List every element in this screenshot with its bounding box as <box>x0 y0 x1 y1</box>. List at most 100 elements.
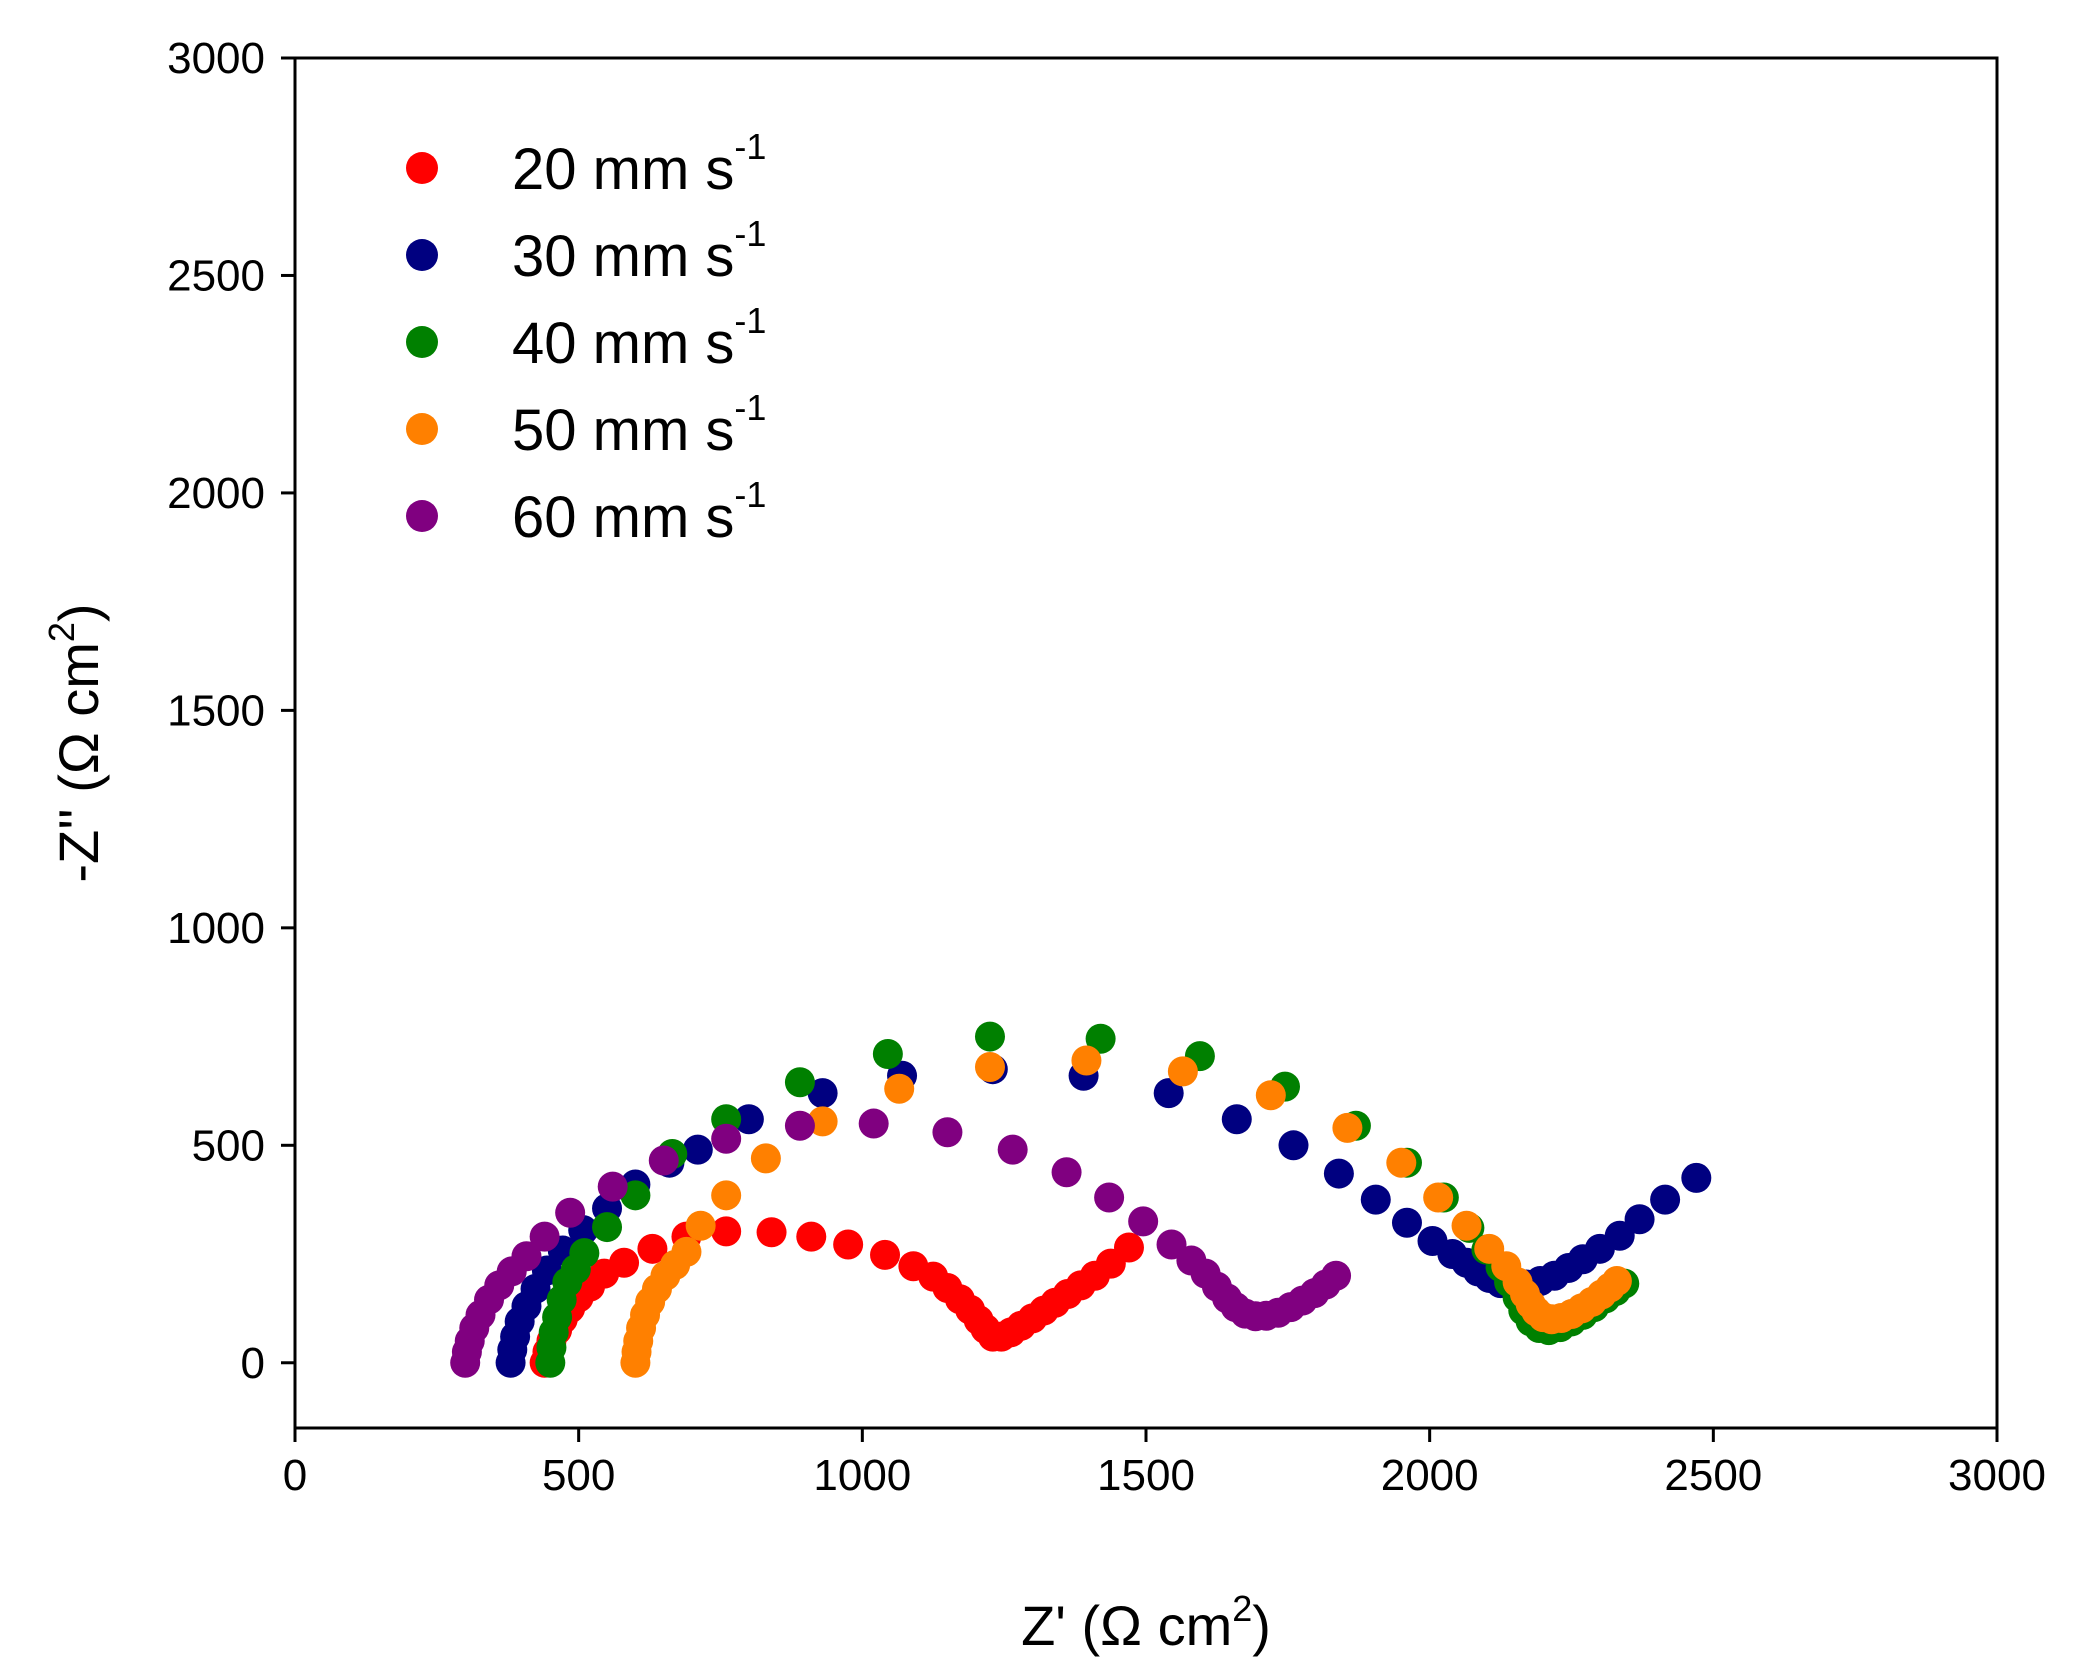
y-axis-title-main: -Z'' (Ω cm <box>47 642 110 883</box>
data-point <box>1094 1182 1125 1213</box>
series-4 <box>450 1108 1352 1378</box>
data-point <box>858 1108 889 1139</box>
y-axis-title-sup: 2 <box>41 622 82 642</box>
x-axis-title: Z' (Ω cm2) <box>1021 1588 1271 1657</box>
legend-label: 30 mm s-1 <box>512 213 766 289</box>
data-point <box>671 1236 702 1267</box>
data-point <box>620 1180 651 1211</box>
legend-label-sup: -1 <box>734 387 766 428</box>
data-point <box>733 1104 764 1135</box>
legend-marker <box>406 326 438 358</box>
x-tick-label: 500 <box>542 1451 615 1500</box>
x-axis-title-end: ) <box>1252 1594 1271 1657</box>
data-point <box>884 1073 915 1104</box>
legend-marker <box>406 152 438 184</box>
x-tick-label: 2500 <box>1664 1451 1762 1500</box>
y-tick-label: 1500 <box>167 686 265 735</box>
data-point <box>685 1210 716 1241</box>
legend-label-main: 20 mm s <box>512 137 734 202</box>
data-point <box>1391 1207 1422 1238</box>
legend-label-main: 50 mm s <box>512 398 734 463</box>
x-tick-label: 0 <box>283 1451 307 1500</box>
legend-label-sup: -1 <box>734 474 766 515</box>
data-point <box>1321 1260 1352 1291</box>
data-point <box>807 1078 838 1109</box>
data-point <box>597 1171 628 1202</box>
data-point <box>870 1239 901 1270</box>
data-point <box>932 1117 963 1148</box>
data-point <box>711 1180 742 1211</box>
data-point <box>637 1233 668 1264</box>
data-point <box>1451 1210 1482 1241</box>
legend-label-sup: -1 <box>734 300 766 341</box>
data-point <box>974 1052 1005 1083</box>
y-tick-label: 2000 <box>167 469 265 518</box>
y-axis-title-end: ) <box>47 603 110 622</box>
legend-label: 20 mm s-1 <box>512 126 766 202</box>
data-point <box>1156 1229 1187 1260</box>
legend-label-main: 30 mm s <box>512 224 734 289</box>
data-point <box>592 1212 623 1243</box>
legend-marker <box>406 500 438 532</box>
data-point <box>569 1238 600 1269</box>
y-tick-label: 2500 <box>167 251 265 300</box>
data-point <box>756 1217 787 1248</box>
data-point <box>1221 1104 1252 1135</box>
data-point <box>1650 1184 1681 1215</box>
data-point <box>1601 1265 1632 1296</box>
data-point <box>1604 1220 1635 1251</box>
data-point <box>1423 1182 1454 1213</box>
data-point <box>1153 1078 1184 1109</box>
legend-label-main: 40 mm s <box>512 311 734 376</box>
data-point <box>555 1197 586 1228</box>
x-tick-label: 2000 <box>1381 1451 1479 1500</box>
data-point <box>1255 1080 1286 1111</box>
legend-label: 60 mm s-1 <box>512 474 766 550</box>
data-point <box>784 1110 815 1141</box>
legend-label: 50 mm s-1 <box>512 387 766 463</box>
data-point <box>1051 1157 1082 1188</box>
series-3 <box>620 1045 1632 1378</box>
x-tick-label: 1000 <box>813 1451 911 1500</box>
data-points <box>450 1021 1712 1378</box>
data-point <box>872 1038 903 1069</box>
legend-label-main: 60 mm s <box>512 485 734 550</box>
data-point <box>1113 1232 1144 1263</box>
y-tick-label: 1000 <box>167 904 265 953</box>
x-axis-title-sup: 2 <box>1232 1588 1252 1629</box>
data-point <box>529 1221 560 1252</box>
data-point <box>1167 1056 1198 1087</box>
data-point <box>648 1145 679 1176</box>
data-point <box>750 1143 781 1174</box>
data-point <box>1386 1147 1417 1178</box>
data-point <box>1278 1130 1309 1161</box>
data-point <box>1681 1162 1712 1193</box>
axis-ticks: 0 500 1000 1500 2000 2500 3000 0 500 1000 1500 2000… <box>167 34 2046 1500</box>
x-tick-label: 3000 <box>1948 1451 2046 1500</box>
legend-label-sup: -1 <box>734 213 766 254</box>
y-tick-label: 500 <box>192 1121 265 1170</box>
data-point <box>1360 1184 1391 1215</box>
data-point <box>997 1134 1028 1165</box>
y-tick-label: 3000 <box>167 34 265 83</box>
data-point <box>682 1134 713 1165</box>
data-point <box>511 1241 542 1272</box>
data-point <box>1071 1045 1102 1076</box>
data-point <box>807 1106 838 1137</box>
data-point <box>974 1021 1005 1052</box>
y-tick-label: 0 <box>241 1339 265 1388</box>
legend-label-sup: -1 <box>734 126 766 167</box>
data-point <box>711 1123 742 1154</box>
data-point <box>1085 1023 1116 1054</box>
data-point <box>711 1216 742 1247</box>
data-point <box>1323 1158 1354 1189</box>
legend: 20 mm s-130 mm s-140 mm s-150 mm s-160 m… <box>406 126 766 550</box>
data-point <box>1624 1204 1655 1235</box>
y-axis-title: -Z'' (Ω cm2) <box>41 603 110 882</box>
data-point <box>609 1247 640 1278</box>
legend-marker <box>406 413 438 445</box>
data-point <box>784 1067 815 1098</box>
x-tick-label: 1500 <box>1097 1451 1195 1500</box>
data-point <box>1128 1206 1159 1237</box>
data-point <box>833 1229 864 1260</box>
